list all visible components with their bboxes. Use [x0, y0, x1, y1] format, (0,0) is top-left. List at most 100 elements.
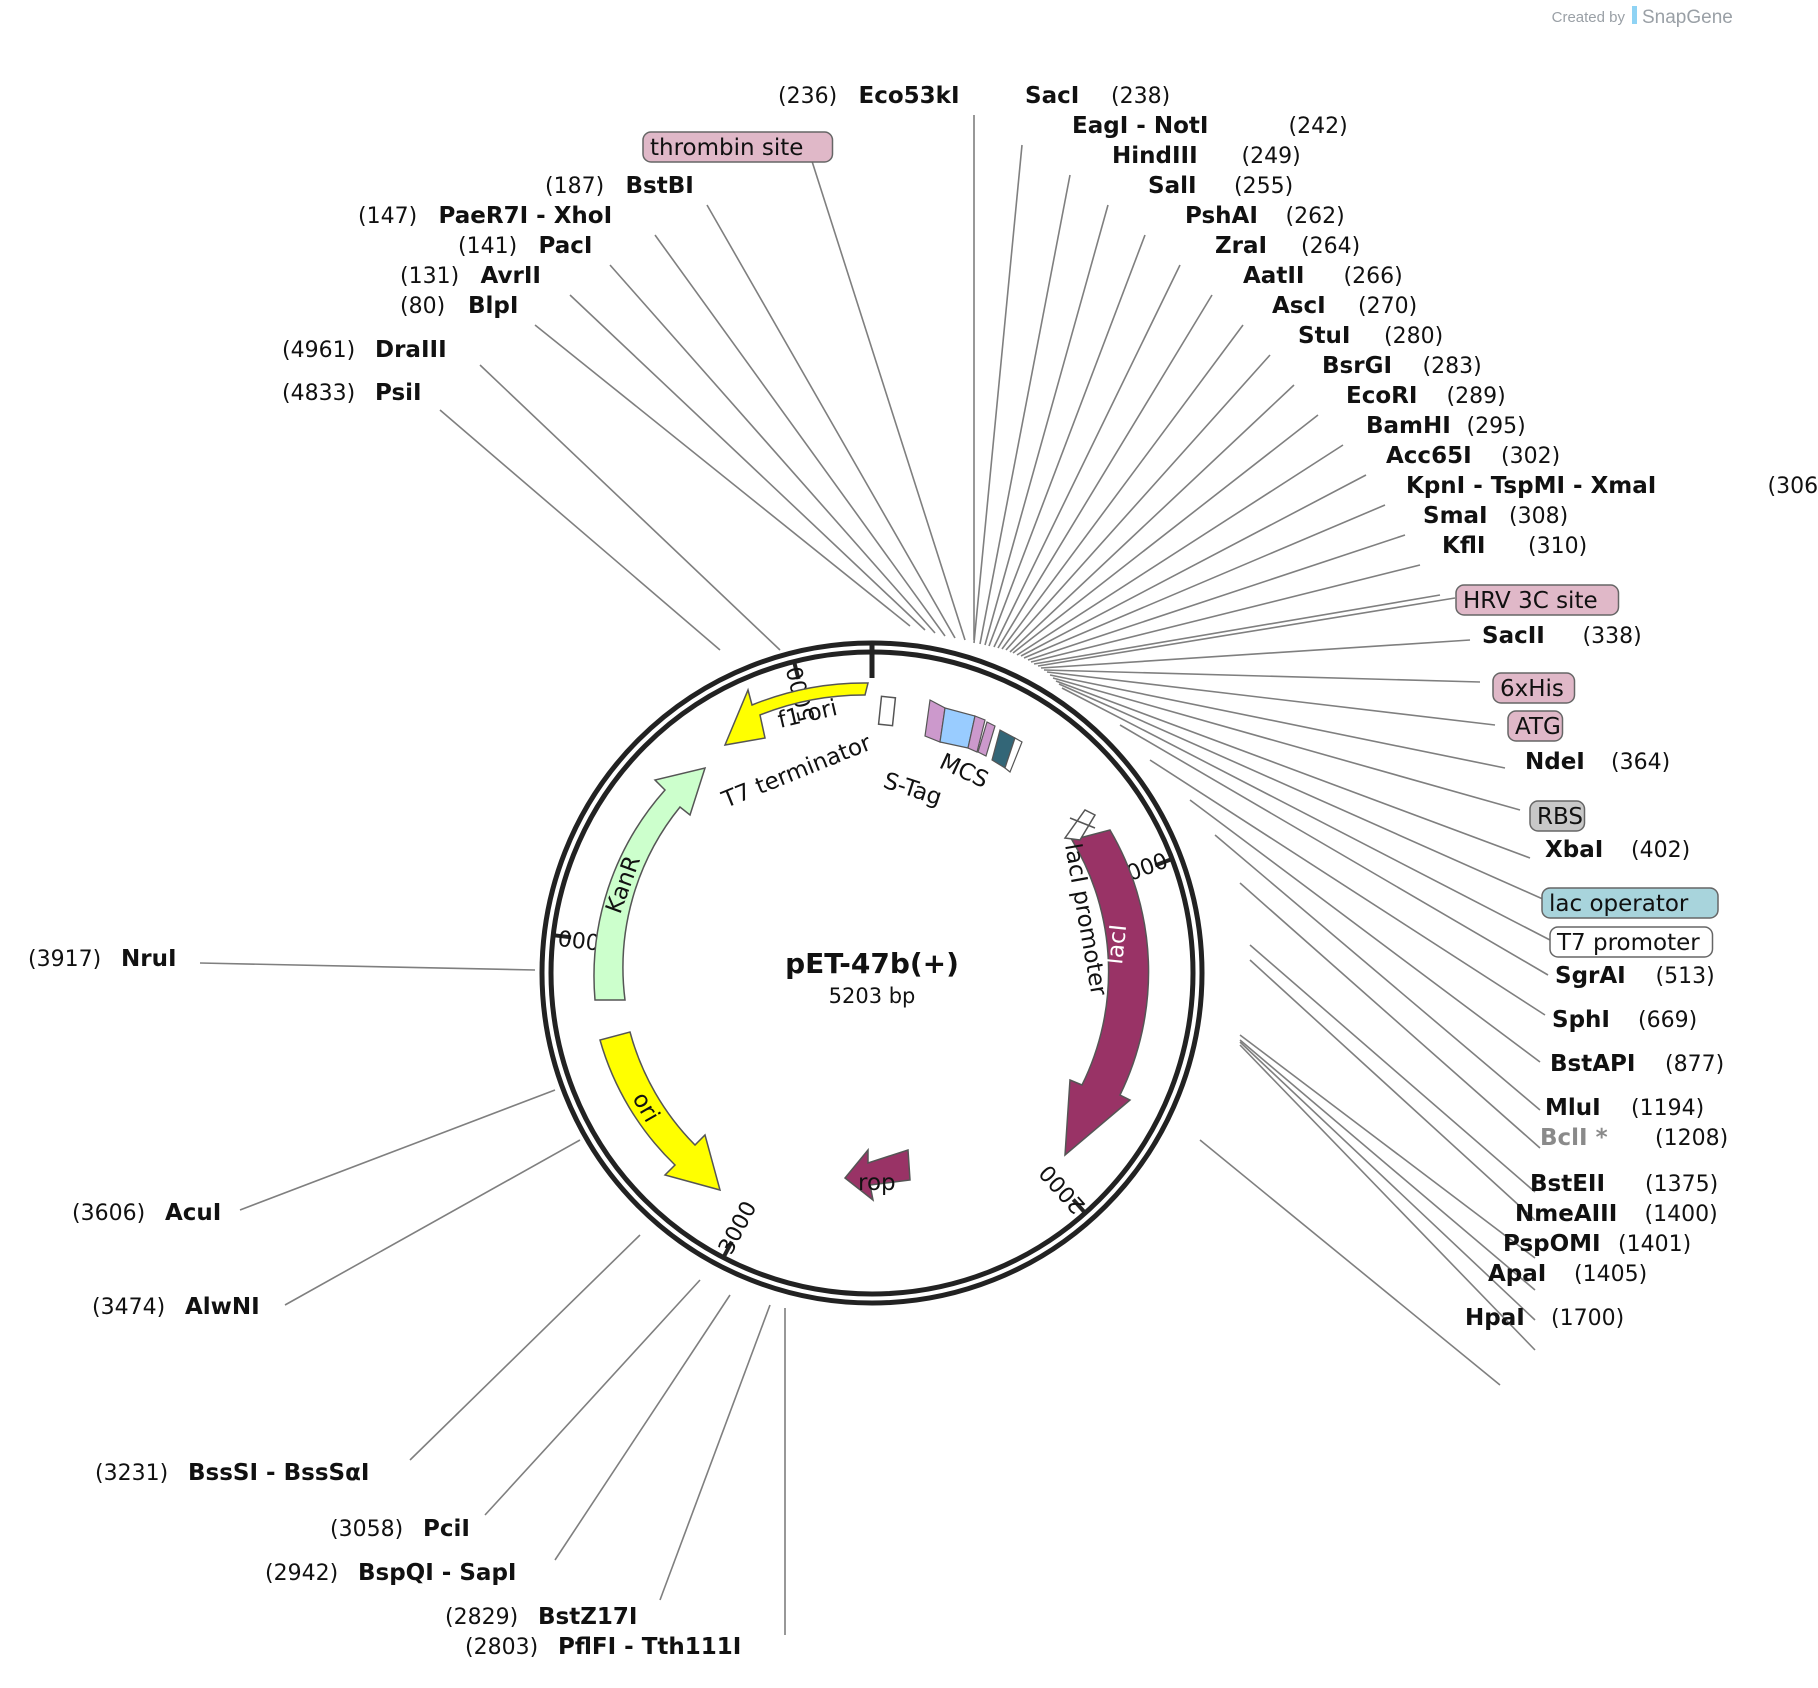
site-position: (3231)	[95, 1461, 168, 1486]
feature-thrombin	[967, 715, 986, 753]
feature-boxed-labels: thrombin site HRV 3C site 6xHis ATG RBS lac o…	[642, 131, 1719, 958]
site-name: Eco53kI	[859, 83, 960, 109]
site-name: NruI	[121, 946, 177, 972]
feature-t7term-box	[877, 695, 897, 727]
site-position: (513)	[1656, 964, 1715, 989]
site-name: PciI	[423, 1516, 470, 1542]
site-position: (1401)	[1618, 1232, 1691, 1257]
site-name: BsrGI	[1322, 353, 1392, 379]
site-name: BspQI - SapI	[358, 1560, 516, 1586]
site-name: SacI	[1025, 83, 1079, 109]
boxed-label: RBS	[1537, 804, 1583, 830]
site-position: (238)	[1111, 84, 1170, 109]
boxed-label-bg	[1492, 672, 1576, 704]
site-name: XbaI	[1545, 837, 1603, 863]
feature-label-laci: lacI	[1102, 923, 1132, 965]
feature-mcs-cluster	[924, 699, 1023, 773]
boxed-label: T7 promoter	[1556, 930, 1700, 956]
site-name: ZraI	[1215, 233, 1267, 259]
site-name: SalI	[1148, 173, 1197, 199]
site-name: AvrII	[481, 263, 541, 289]
site-position: (280)	[1384, 324, 1443, 349]
site-name: NmeAIII	[1515, 1201, 1617, 1227]
site-name: AscI	[1272, 293, 1326, 319]
site-position: (80)	[400, 294, 445, 319]
site-name: StuI	[1298, 323, 1351, 349]
site-position: (1400)	[1645, 1202, 1718, 1227]
site-position: (1700)	[1551, 1306, 1624, 1331]
watermark-prefix: Created by	[1552, 9, 1626, 26]
feature-f1ori	[723, 682, 869, 746]
site-name: MluI	[1545, 1095, 1601, 1121]
site-name: BstEII	[1530, 1171, 1605, 1197]
boxed-label-bg	[1507, 710, 1564, 742]
site-position: (306)	[1768, 474, 1818, 499]
site-position: (1375)	[1645, 1172, 1718, 1197]
site-name: PacI	[539, 233, 593, 259]
site-name: PspOMI	[1503, 1231, 1601, 1257]
site-position: (310)	[1528, 534, 1587, 559]
boxed-label: HRV 3C site	[1463, 588, 1598, 614]
site-name: EcoRI	[1346, 383, 1417, 409]
site-name: BstBI	[626, 173, 694, 199]
site-position: (289)	[1447, 384, 1506, 409]
features: f1 ori T7 terminator KanR ori lacI lacI …	[593, 682, 1150, 1202]
site-position: (1208)	[1655, 1126, 1728, 1151]
feature-t7promoter	[1004, 737, 1023, 773]
site-position: (4833)	[282, 381, 355, 406]
site-position: (236)	[778, 84, 837, 109]
site-name: HpaI	[1465, 1305, 1525, 1331]
tick-mark	[1071, 1198, 1087, 1215]
boxed-label: ATG	[1515, 714, 1561, 740]
tick-label: 3000	[714, 1197, 762, 1258]
plasmid-backbone	[539, 640, 1205, 1306]
site-position: (2829)	[445, 1605, 518, 1630]
site-name: BssSI - BssSαI	[188, 1460, 369, 1486]
site-name: ApaI	[1488, 1261, 1546, 1287]
feature-hrv	[977, 721, 996, 757]
site-name: BstZ17I	[538, 1604, 637, 1630]
site-position: (1405)	[1574, 1262, 1647, 1287]
feature-laci	[1064, 829, 1150, 1157]
boxed-label-bg	[1541, 887, 1719, 919]
right-site-labels: SacI (238) EagI - NotI (242) HindIII (249) Sal…	[1025, 83, 1818, 1331]
tick-mark	[721, 1240, 734, 1259]
plasmid-size: 5203 bp	[829, 984, 916, 1008]
site-name: PsiI	[375, 380, 422, 406]
site-name: KflI	[1442, 533, 1485, 559]
site-name: NdeI	[1525, 749, 1585, 775]
boxed-label-bg	[1455, 584, 1620, 616]
site-name: SphI	[1552, 1007, 1610, 1033]
site-position: (262)	[1286, 204, 1345, 229]
plasmid-title: pET-47b(+) 5203 bp	[785, 947, 959, 1008]
feature-kanr	[593, 766, 707, 1001]
site-position: (147)	[358, 204, 417, 229]
site-name: AatII	[1243, 263, 1304, 289]
left-site-labels: (236) Eco53kI (187) BstBI (147) PaeR7I - XhoI…	[28, 83, 960, 1660]
site-position: (3474)	[92, 1295, 165, 1320]
site-position: (187)	[545, 174, 604, 199]
site-position: (270)	[1358, 294, 1417, 319]
tick-label: 2000	[1035, 1159, 1091, 1217]
site-position: (249)	[1242, 144, 1301, 169]
site-position: (295)	[1467, 414, 1526, 439]
site-name: DraIII	[375, 337, 447, 363]
tick-mark	[1154, 857, 1173, 868]
site-position: (141)	[458, 234, 517, 259]
site-name: SacII	[1482, 623, 1545, 649]
site-name: PshAI	[1185, 203, 1258, 229]
feature-rop	[843, 1147, 911, 1202]
site-position: (402)	[1631, 838, 1690, 863]
site-position: (364)	[1611, 750, 1670, 775]
plasmid-name: pET-47b(+)	[785, 947, 959, 980]
boxed-label-bg	[1549, 926, 1714, 958]
feature-laci-promoter	[1063, 809, 1097, 841]
site-position: (4961)	[282, 338, 355, 363]
site-position: (255)	[1234, 174, 1293, 199]
snapgene-logo-icon	[1632, 6, 1637, 24]
boxed-label-bg	[1529, 800, 1586, 832]
site-position: (242)	[1289, 114, 1348, 139]
site-position: (266)	[1344, 264, 1403, 289]
site-name: PaeR7I - XhoI	[439, 203, 613, 229]
site-name: BlpI	[468, 293, 518, 319]
